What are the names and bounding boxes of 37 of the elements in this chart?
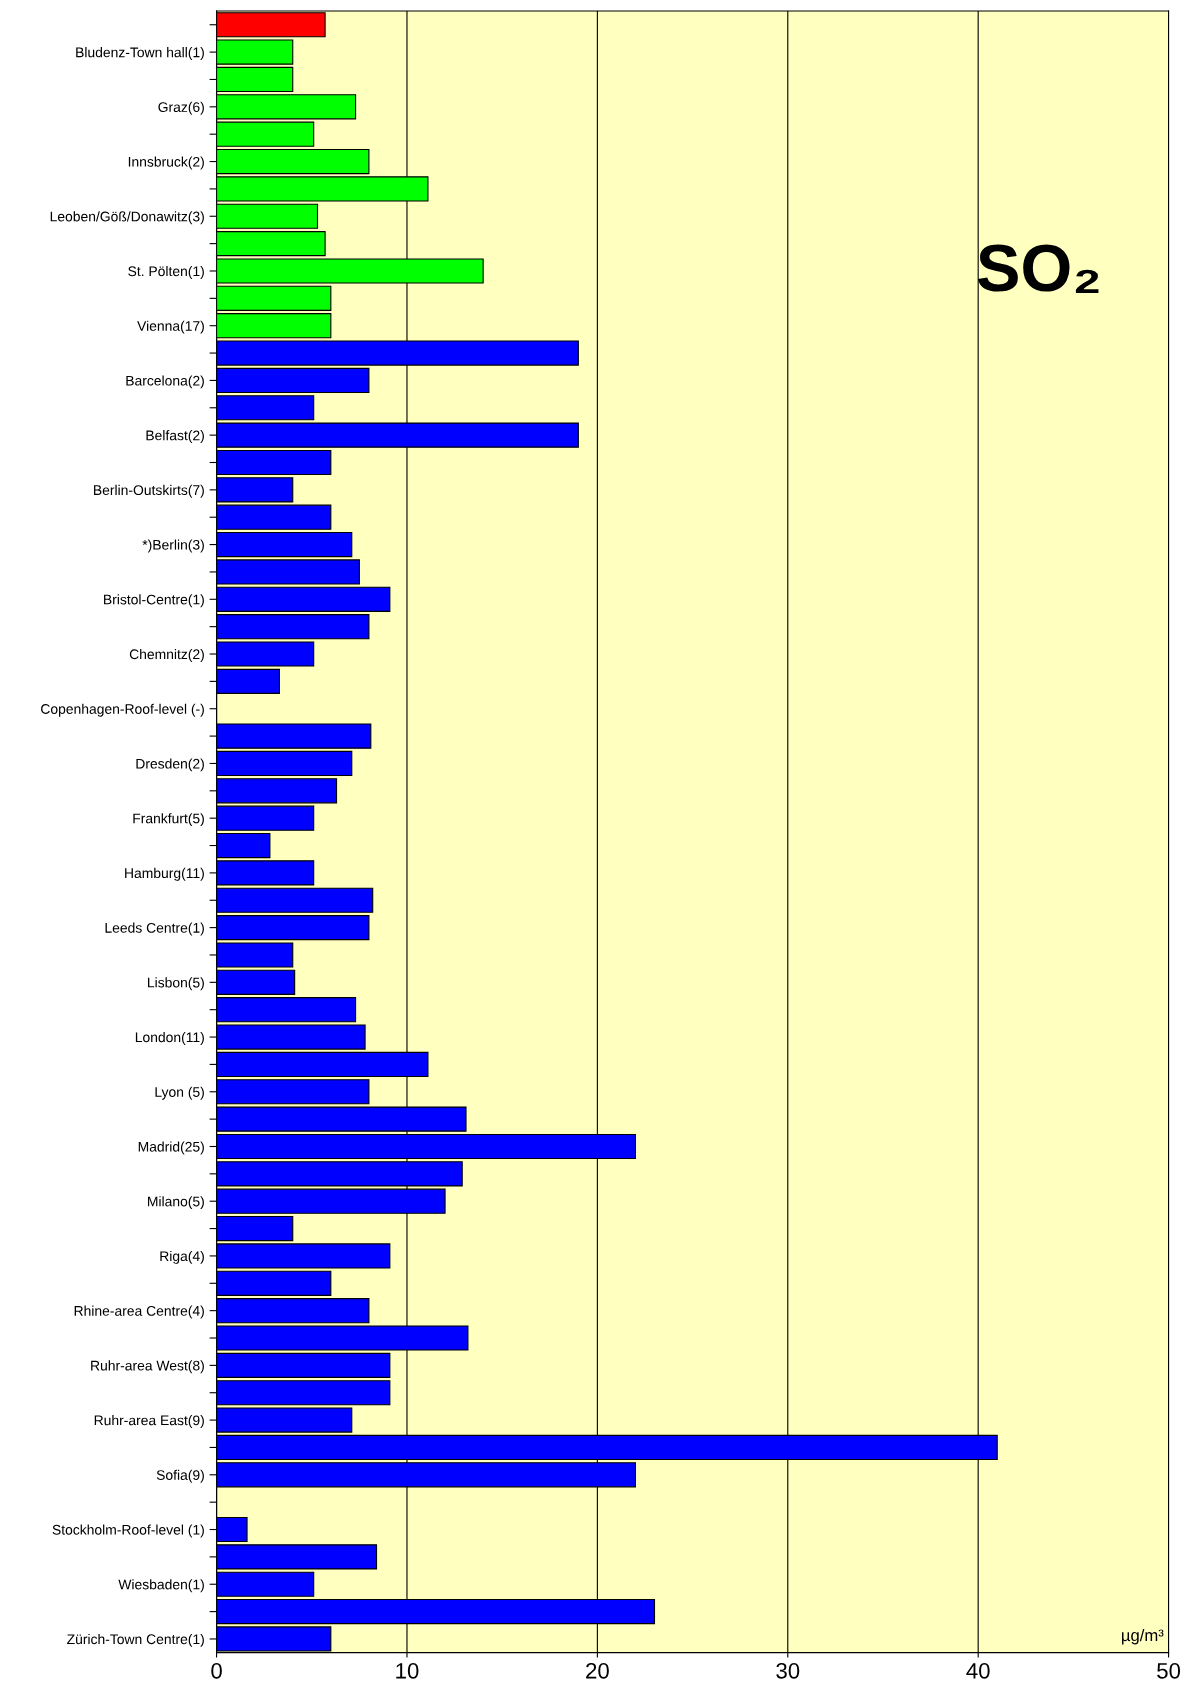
y-tick-label: Leoben/Göß/Donawitz(3) [50, 211, 204, 225]
y-tick-label: Berlin-Outskirts(7) [94, 484, 204, 498]
y-tick-label: Sofia(9) [156, 1469, 204, 1483]
y-tick-label: Milano(5) [148, 1196, 204, 1210]
y-tick-label: Stockholm-Roof-level (1) [52, 1524, 204, 1538]
annotation: µg/m³ [1122, 1628, 1164, 1645]
y-tick-label: Lyon (5) [155, 1086, 204, 1100]
y-tick-label: Zürich-Town Centre(1) [67, 1633, 204, 1647]
y-tick-label: Vienna(17) [137, 320, 204, 334]
y-tick-label: Barcelona(2) [126, 375, 204, 389]
y-tick-label: Belfast(2) [146, 430, 204, 444]
y-tick-label: Hamburg(11) [125, 867, 204, 881]
y-tick-label: Rhine-area Centre(4) [74, 1305, 204, 1319]
y-tick-label: Graz(6) [158, 101, 204, 115]
y-tick-label: Frankfurt(5) [133, 813, 204, 827]
y-tick-label: Ruhr-area West(8) [91, 1360, 204, 1374]
y-tick-label: Madrid(25) [138, 1141, 204, 1155]
y-tick-label: Dresden(2) [136, 758, 204, 772]
x-tick-label: 0 [211, 1662, 222, 1679]
y-tick-label: Ruhr-area East(9) [94, 1415, 204, 1428]
x-tick-label: 30 [776, 1662, 800, 1679]
y-tick-label: Lisbon(5) [148, 977, 204, 991]
x-tick-label: 50 [1157, 1662, 1181, 1679]
x-tick-label: 20 [586, 1662, 609, 1679]
y-tick-label: *)Berlin(3) [142, 539, 204, 553]
x-tick-label: 40 [966, 1662, 990, 1679]
y-tick-label: St. Pölten(1) [128, 265, 204, 279]
x-tick-label: 10 [396, 1662, 419, 1679]
y-tick-label: Innsbruck(2) [128, 156, 204, 170]
y-tick-label: Chemnitz(2) [129, 648, 204, 662]
y-tick-label: Bristol-Centre(1) [104, 594, 204, 608]
y-tick-label: Riga(4) [160, 1250, 204, 1264]
y-tick-label: London(11) [135, 1032, 204, 1045]
y-tick-label: Leeds Centre(1) [105, 922, 204, 936]
y-tick-label: Wiesbaden(1) [118, 1579, 204, 1593]
y-tick-label: Copenhagen-Roof-level (-) [41, 703, 204, 717]
y-tick-label: Bludenz-Town hall(1) [76, 47, 204, 61]
